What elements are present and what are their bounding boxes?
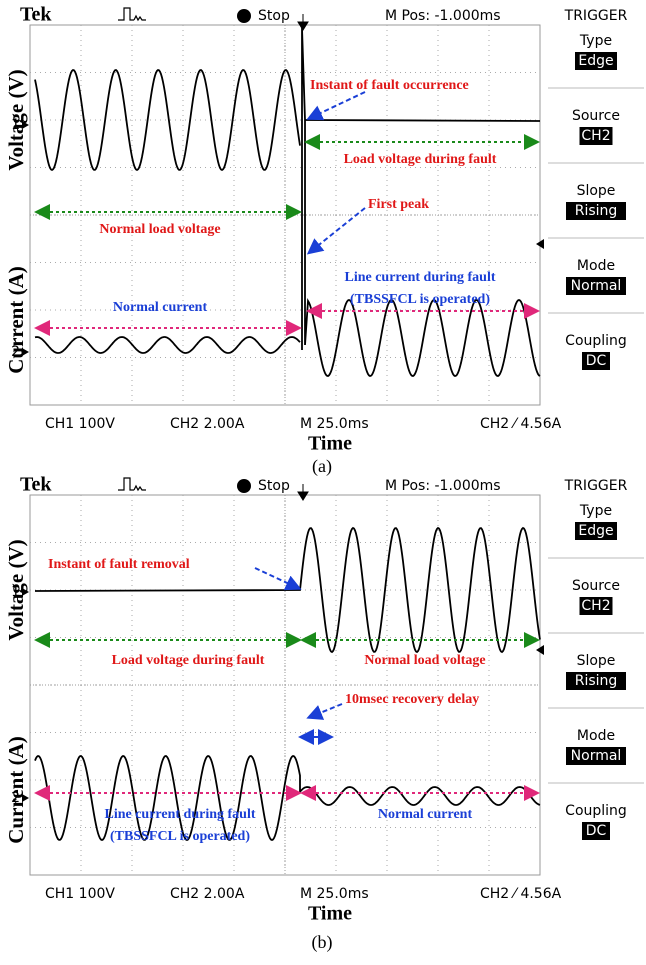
menu-label: Slope (577, 653, 616, 669)
run-status: Stop (258, 478, 290, 494)
annotation: 10msec recovery delay (345, 692, 479, 707)
x-axis-label: Time (308, 433, 352, 455)
status-readout: CH2 ⁄ 4.56A (480, 886, 562, 902)
menu-label: Type (579, 503, 612, 519)
status-readout: M 25.0ms (300, 416, 369, 432)
brand: Tek (20, 4, 52, 26)
annotation: Instant of fault occurrence (310, 78, 469, 93)
menu-value: Normal (571, 278, 622, 294)
annotation: Line current during fault (344, 270, 495, 285)
menu-value: CH2 (581, 128, 610, 144)
annotation: Load voltage during fault (112, 653, 265, 668)
run-status: Stop (258, 8, 290, 24)
position: M Pos: -1.000ms (385, 8, 501, 24)
status-readout: CH1 100V (45, 886, 115, 902)
annotation: Line current during fault (104, 807, 255, 822)
brand: Tek (20, 474, 52, 496)
annotation: First peak (368, 197, 429, 212)
status-readout: CH2 ⁄ 4.56A (480, 416, 562, 432)
menu-value: DC (586, 823, 607, 839)
menu-value: Edge (578, 53, 613, 69)
annotation: Instant of fault removal (48, 557, 190, 572)
caption: (b) (312, 932, 333, 953)
menu-label: Coupling (565, 803, 627, 819)
stop-icon (237, 9, 251, 23)
menu-value: Rising (575, 203, 618, 219)
x-axis-label: Time (308, 903, 352, 925)
annotation: Load voltage during fault (344, 152, 497, 167)
oscilloscope-panel: Tek Stop M Pos: -1.000ms TRIGGER Type Edge Sou… (4, 474, 644, 954)
annotation: Normal current (378, 807, 473, 822)
pulse-icon (118, 8, 146, 20)
menu-label: Slope (577, 183, 616, 199)
menu-label: Mode (577, 728, 615, 744)
menu-value: CH2 (581, 598, 610, 614)
figure: Tek Stop M Pos: -1.000ms TRIGGER Type Edge Sou… (0, 0, 646, 965)
menu-value: DC (586, 353, 607, 369)
status-readout: CH2 2.00A (170, 416, 245, 432)
status-readout: CH1 100V (45, 416, 115, 432)
y-axis-label: Voltage (V) (4, 69, 28, 170)
pulse-icon (118, 478, 146, 490)
menu-label: Source (572, 578, 620, 594)
y-axis-label: Current (A) (4, 736, 28, 844)
menu-value: Normal (571, 748, 622, 764)
menu-title: TRIGGER (564, 8, 628, 24)
menu-label: Coupling (565, 333, 627, 349)
menu-title: TRIGGER (564, 478, 628, 494)
annotation: Normal current (113, 300, 208, 315)
menu-label: Mode (577, 258, 615, 274)
caption: (a) (312, 456, 332, 477)
status-readout: M 25.0ms (300, 886, 369, 902)
annotation: (TBSSFCL is operated) (110, 829, 250, 844)
y-axis-label: Voltage (V) (4, 539, 28, 640)
menu-value: Rising (575, 673, 618, 689)
annotation: (TBSSFCL is operated) (350, 292, 490, 307)
stop-icon (237, 479, 251, 493)
menu-label: Type (579, 33, 612, 49)
menu-value: Edge (578, 523, 613, 539)
status-readout: CH2 2.00A (170, 886, 245, 902)
position: M Pos: -1.000ms (385, 478, 501, 494)
annotation: Normal load voltage (99, 222, 220, 237)
y-axis-label: Current (A) (4, 266, 28, 374)
oscilloscope-panel: Tek Stop M Pos: -1.000ms TRIGGER Type Edge Sou… (4, 4, 644, 478)
annotation: Normal load voltage (364, 653, 485, 668)
menu-label: Source (572, 108, 620, 124)
